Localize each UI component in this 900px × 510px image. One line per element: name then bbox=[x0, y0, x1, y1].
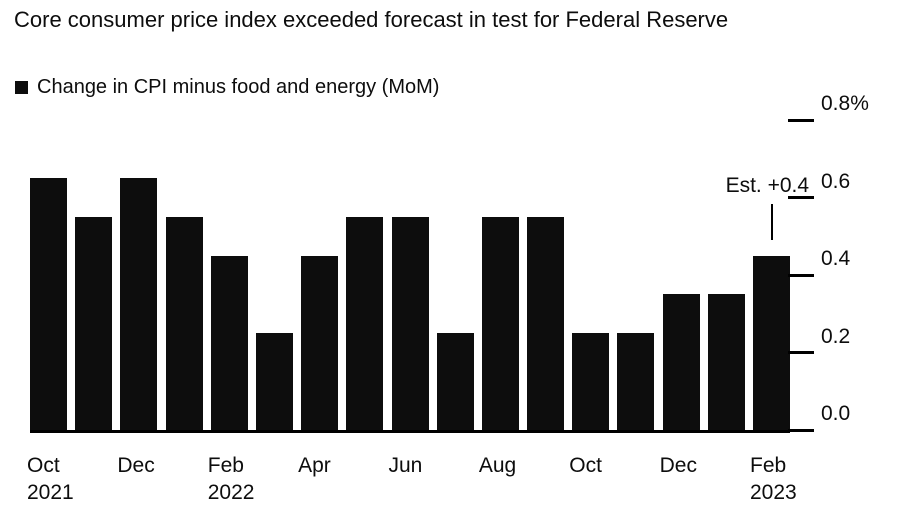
x-label-line: Oct bbox=[27, 454, 60, 477]
legend-label: Change in CPI minus food and energy (MoM… bbox=[37, 76, 440, 98]
estimate-annotation-label: Est. +0.4 bbox=[725, 173, 810, 197]
x-label-line: Feb bbox=[750, 454, 787, 477]
plot-area: Est. +0.4 bbox=[30, 120, 809, 433]
bar-aug-2022 bbox=[481, 216, 519, 430]
x-label-dec: Dec bbox=[117, 452, 154, 479]
legend: Change in CPI minus food and energy (MoM… bbox=[15, 76, 439, 99]
x-label-feb-2023: Feb 2023 bbox=[750, 452, 797, 507]
x-label-line: Jun bbox=[388, 454, 423, 477]
x-label-apr: Apr bbox=[298, 452, 331, 479]
bar-oct-2022 bbox=[572, 333, 610, 430]
chart-title: Core consumer price index exceeded forec… bbox=[14, 7, 729, 32]
bar-feb-2023 bbox=[753, 255, 790, 430]
bar-nov-2022 bbox=[617, 333, 655, 430]
x-label-dec: Dec bbox=[660, 452, 697, 479]
x-label-aug: Aug bbox=[479, 452, 516, 479]
bar-jul-2022 bbox=[436, 333, 474, 430]
y-tick-line bbox=[788, 273, 814, 277]
y-tick-label: 0.6 bbox=[821, 169, 851, 193]
y-tick-line bbox=[788, 118, 814, 122]
x-label-oct: Oct bbox=[569, 452, 602, 479]
bar-apr-2022 bbox=[301, 255, 339, 430]
x-label-line: Apr bbox=[298, 454, 331, 477]
x-label-line: Dec bbox=[117, 454, 155, 477]
x-label-line: 2022 bbox=[207, 481, 255, 505]
y-tick-line bbox=[788, 196, 814, 199]
x-label-line: Dec bbox=[659, 454, 697, 477]
bar-dec-2022 bbox=[662, 294, 700, 430]
bar-dec-2021 bbox=[120, 178, 158, 430]
x-label-line: 2021 bbox=[27, 481, 74, 505]
y-axis: 0.8% 0.6 0.4 0.2 0.0 bbox=[788, 92, 888, 432]
bar-mar-2022 bbox=[255, 333, 293, 430]
legend-square-icon bbox=[15, 81, 28, 94]
y-tick-label: 0.8% bbox=[821, 92, 869, 115]
bar-oct-2021 bbox=[30, 178, 67, 430]
x-label-jun: Jun bbox=[389, 452, 423, 479]
y-tick-label: 0.4 bbox=[821, 247, 851, 270]
y-tick-label: 0.0 bbox=[821, 402, 851, 425]
estimate-pointer-line bbox=[770, 203, 773, 240]
y-tick-line bbox=[788, 428, 814, 432]
y-tick-label: 0.2 bbox=[821, 324, 851, 348]
bar-sep-2022 bbox=[527, 216, 565, 430]
x-label-oct-2021: Oct 2021 bbox=[27, 452, 74, 507]
y-tick-line bbox=[788, 351, 814, 354]
bar-jun-2022 bbox=[391, 216, 429, 430]
bar-chart: Est. +0.4 0.8% 0.6 0.4 0.2 0.0 Oct 2021 Dec Feb… bbox=[27, 92, 890, 504]
x-label-line: Aug bbox=[478, 454, 517, 477]
bar-may-2022 bbox=[346, 216, 384, 430]
x-axis: Oct 2021 Dec Feb 2022 Apr Jun Aug Oct Dec Feb 2023 bbox=[27, 444, 797, 504]
bar-jan-2023 bbox=[707, 294, 745, 430]
x-label-line: Feb bbox=[207, 454, 244, 477]
bar-feb-2022 bbox=[210, 255, 248, 430]
bar-jan-2022 bbox=[165, 216, 203, 430]
x-label-line: 2023 bbox=[750, 481, 797, 505]
x-label-feb-2022: Feb 2022 bbox=[208, 452, 255, 507]
x-label-line: Oct bbox=[569, 454, 602, 477]
bar-nov-2021 bbox=[75, 216, 113, 430]
